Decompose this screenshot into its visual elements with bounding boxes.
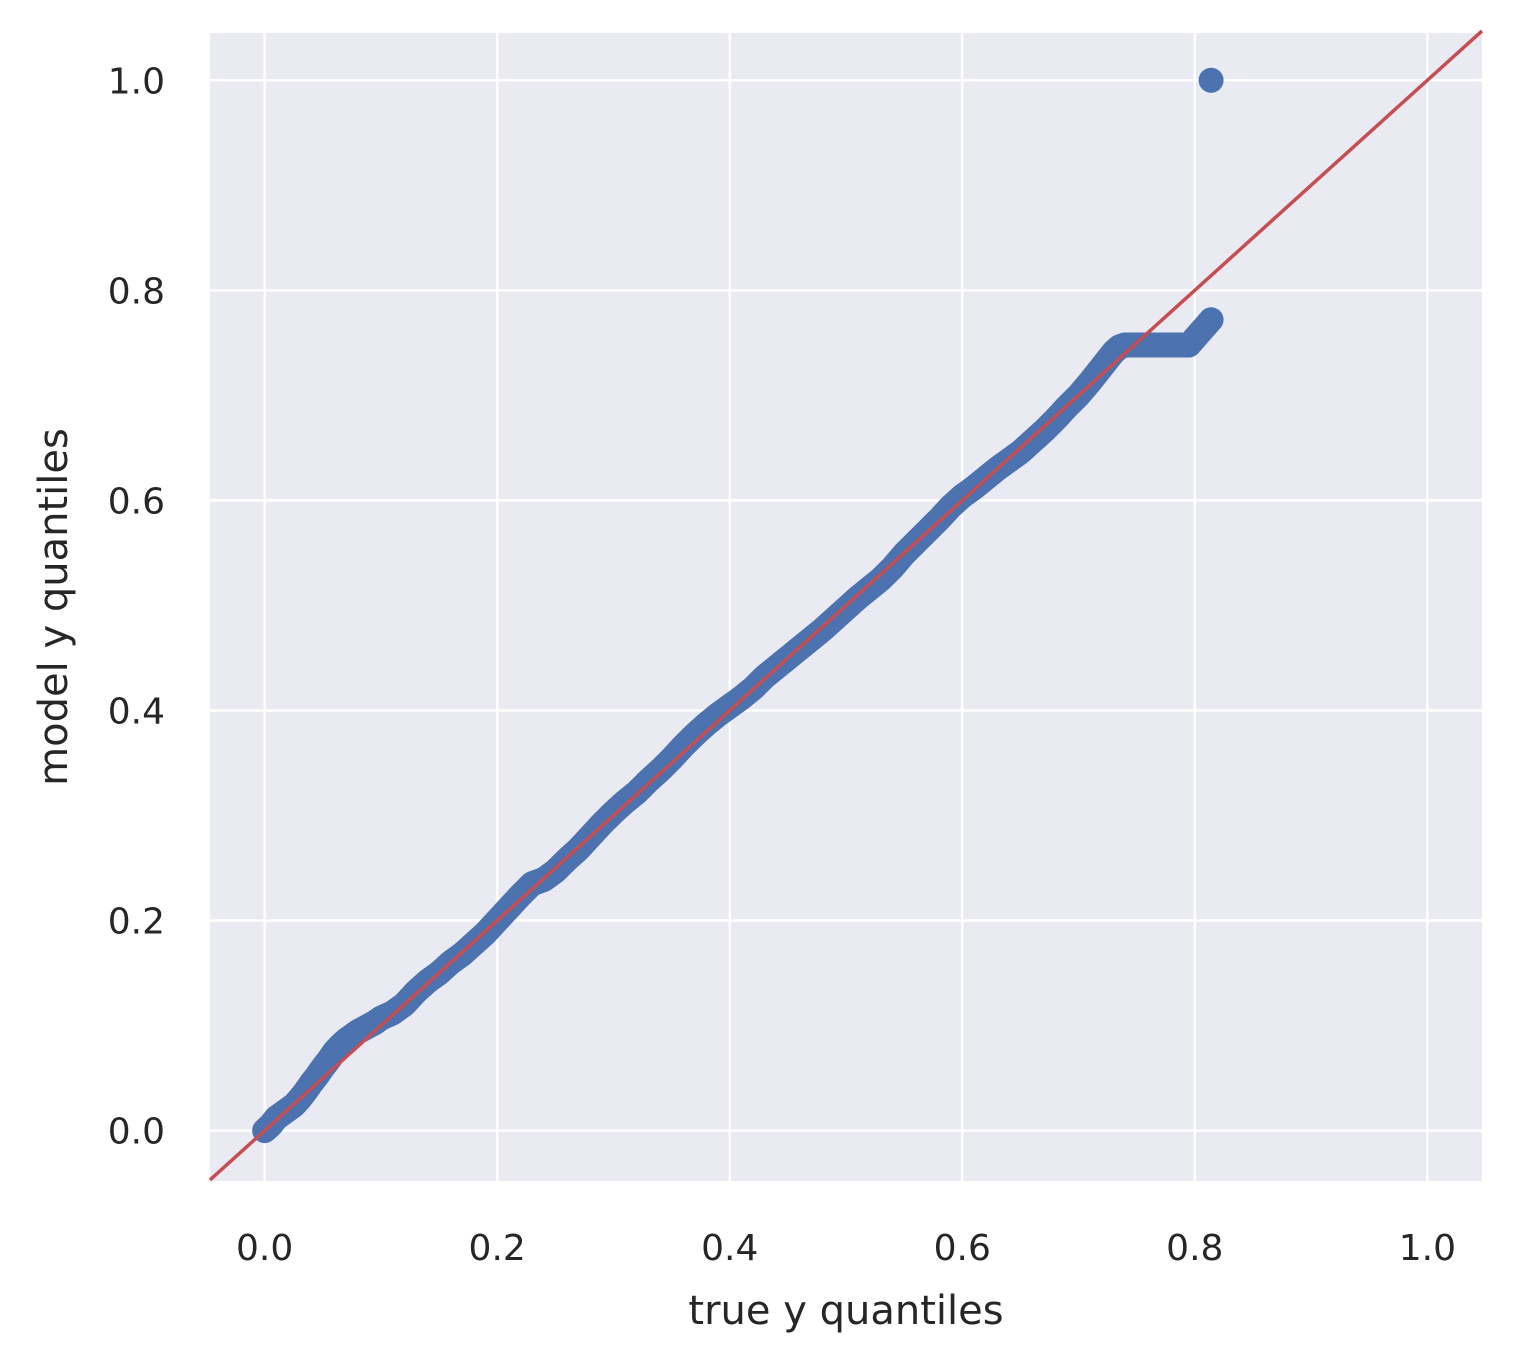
scatter-point [1198,307,1224,333]
y-tick-label: 1.0 [108,61,165,102]
x-tick-label: 0.2 [469,1228,526,1269]
reference-line [208,29,1484,1182]
scatter-point [1176,332,1202,358]
reference-line-group [208,29,1484,1182]
y-tick-label: 0.4 [108,691,165,732]
x-axis-label: true y quantiles [688,1288,1003,1334]
y-tick-label: 0.8 [108,271,165,312]
x-axis-ticks: 0.0 0.2 0.4 0.6 0.8 1.0 [236,1228,1456,1269]
y-tick-label: 0.0 [108,1112,165,1153]
x-tick-label: 0.6 [934,1228,991,1269]
scatter-points [252,67,1224,1144]
grid-lines [210,33,1482,1181]
scatter-point [1198,67,1224,93]
y-axis-label: model y quantiles [31,428,77,786]
y-axis-ticks: 0.0 0.2 0.4 0.6 0.8 1.0 [108,61,165,1152]
x-tick-label: 0.4 [701,1228,758,1269]
x-tick-label: 0.0 [236,1228,293,1269]
x-tick-label: 0.8 [1166,1228,1223,1269]
x-tick-label: 1.0 [1399,1228,1456,1269]
y-tick-label: 0.6 [108,481,165,522]
y-tick-label: 0.2 [108,902,165,943]
